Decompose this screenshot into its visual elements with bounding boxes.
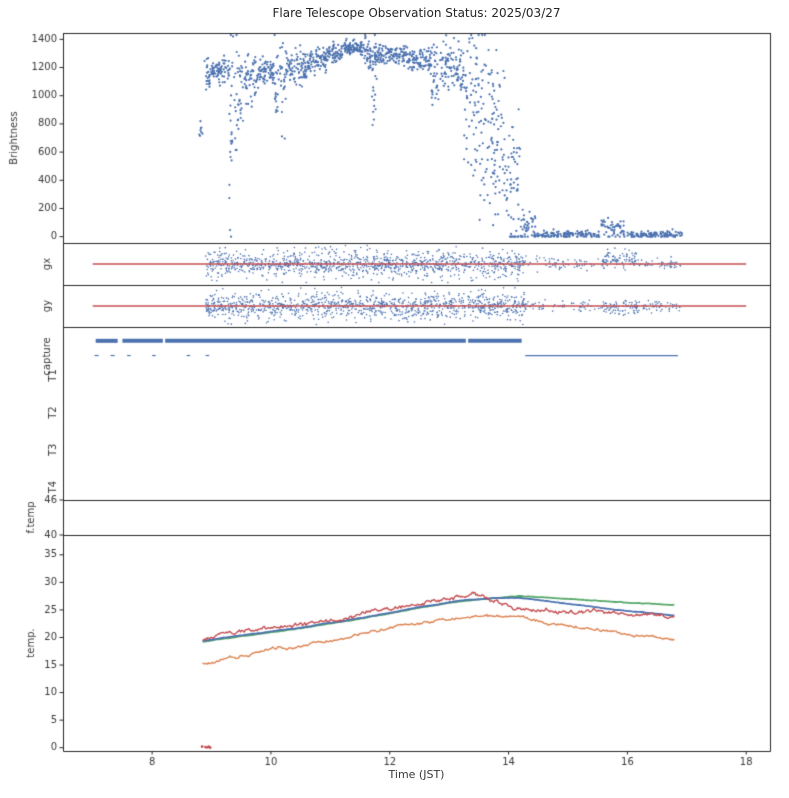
x-axis-label: Time (JST) bbox=[388, 768, 445, 781]
chart-title: Flare Telescope Observation Status: 2025… bbox=[272, 6, 561, 20]
